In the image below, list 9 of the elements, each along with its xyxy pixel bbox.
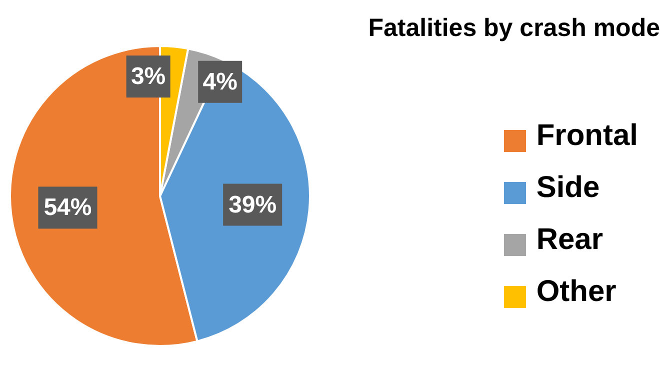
data-label: 39% (228, 191, 277, 218)
legend-label: Rear (536, 223, 604, 256)
legend-label: Side (536, 171, 600, 204)
legend-label: Frontal (536, 119, 638, 152)
data-label: 3% (130, 63, 166, 90)
data-label: 54% (44, 194, 92, 222)
legend-label: Other (536, 275, 616, 308)
data-label: 4% (202, 68, 238, 96)
chart-title: Fatalities by crash mode (368, 14, 660, 43)
